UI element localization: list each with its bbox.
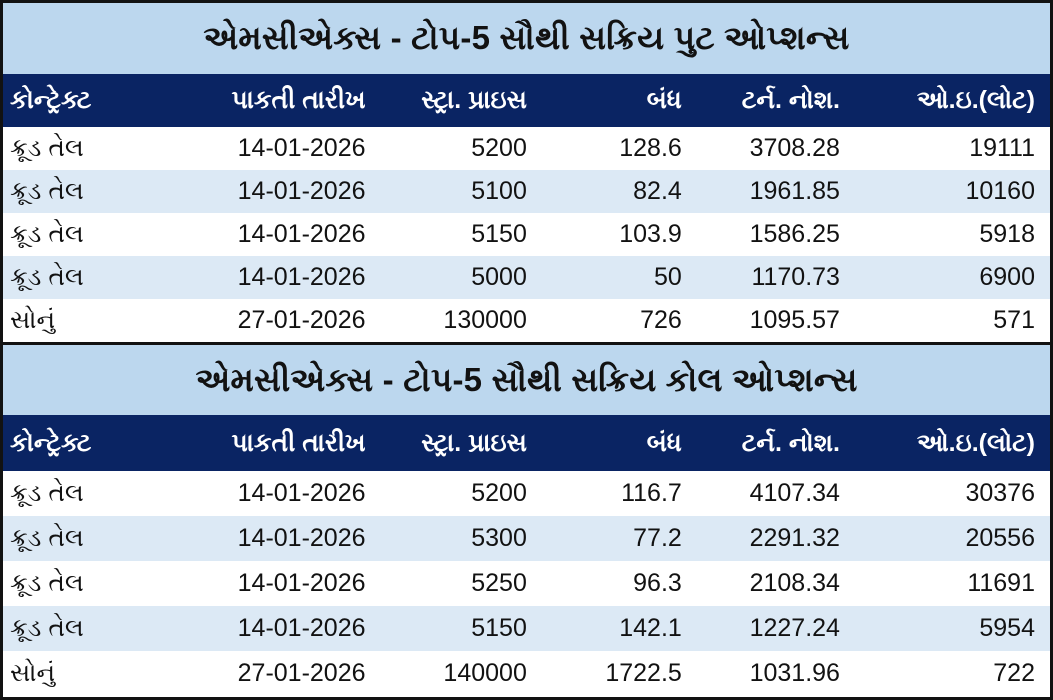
table-cell: 14-01-2026 [187, 127, 372, 170]
table-cell: 5954 [848, 606, 1050, 651]
table-cell: 5200 [371, 127, 535, 170]
put-options-title: એમસીએક્સ - ટોપ-5 સૌથી સક્રિય પુટ ઓપ્શન્સ [3, 3, 1050, 74]
table-row: ક્રૂડ તેલ 14-01-2026 5250 96.3 2108.34 11691 [3, 561, 1050, 606]
put-options-section: એમસીએક્સ - ટોપ-5 સૌથી સક્રિય પુટ ઓપ્શન્સ… [3, 3, 1050, 342]
column-header: સ્ટ્રા. પ્રાઇસ [371, 74, 535, 127]
table-cell: 14-01-2026 [187, 561, 372, 606]
table-cell: ક્રૂડ તેલ [3, 606, 188, 651]
call-options-table-body: ક્રૂડ તેલ 14-01-2026 5200 116.7 4107.34 30376… [3, 471, 1050, 696]
table-cell: 14-01-2026 [187, 170, 372, 213]
table-row: ક્રૂડ તેલ 14-01-2026 5150 142.1 1227.24 5954 [3, 606, 1050, 651]
table-cell: ક્રૂડ તેલ [3, 170, 188, 213]
table-cell: 103.9 [534, 213, 690, 256]
table-cell: ક્રૂડ તેલ [3, 471, 188, 516]
table-cell: 5918 [848, 213, 1050, 256]
table-cell: 14-01-2026 [187, 213, 372, 256]
table-cell: 1586.25 [689, 213, 849, 256]
table-cell: 96.3 [534, 561, 690, 606]
table-cell: 2108.34 [689, 561, 849, 606]
put-options-table-body: ક્રૂડ તેલ 14-01-2026 5200 128.6 3708.28 19111… [3, 127, 1050, 342]
table-cell: 50 [534, 256, 690, 299]
table-cell: 722 [848, 651, 1050, 696]
table-cell: 2291.32 [689, 516, 849, 561]
table-cell: 19111 [848, 127, 1050, 170]
table-row: ક્રૂડ તેલ 14-01-2026 5150 103.9 1586.25 5918 [3, 213, 1050, 256]
column-header: ઓ.ઇ.(લોટ) [848, 74, 1050, 127]
table-cell: 130000 [371, 299, 535, 342]
table-cell: 5300 [371, 516, 535, 561]
table-cell: સોનું [3, 299, 188, 342]
table-row: સોનું 27-01-2026 140000 1722.5 1031.96 722 [3, 651, 1050, 696]
table-row: ક્રૂડ તેલ 14-01-2026 5300 77.2 2291.32 20556 [3, 516, 1050, 561]
column-header: ટર્ન. નોશ. [689, 415, 849, 471]
table-cell: 1031.96 [689, 651, 849, 696]
table-cell: 5100 [371, 170, 535, 213]
table-cell: 14-01-2026 [187, 606, 372, 651]
column-header: સ્ટ્રા. પ્રાઇસ [371, 415, 535, 471]
table-cell: 142.1 [534, 606, 690, 651]
put-options-table-header: કોન્ટ્રેક્ટ પાકતી તારીખ સ્ટ્રા. પ્રાઇસ બંધ ટ… [3, 74, 1050, 127]
table-cell: 1170.73 [689, 256, 849, 299]
table-row: ક્રૂડ તેલ 14-01-2026 5000 50 1170.73 6900 [3, 256, 1050, 299]
table-cell: 5150 [371, 213, 535, 256]
table-cell: 5200 [371, 471, 535, 516]
call-options-title: એમસીએક્સ - ટોપ-5 સૌથી સક્રિય કોલ ઓપ્શન્સ [3, 345, 1050, 415]
table-cell: 11691 [848, 561, 1050, 606]
table-cell: 571 [848, 299, 1050, 342]
table-cell: 3708.28 [689, 127, 849, 170]
table-cell: 140000 [371, 651, 535, 696]
table-cell: 4107.34 [689, 471, 849, 516]
table-cell: 116.7 [534, 471, 690, 516]
table-cell: 6900 [848, 256, 1050, 299]
call-options-table-header: કોન્ટ્રેક્ટ પાકતી તારીખ સ્ટ્રા. પ્રાઇસ બંધ ટ… [3, 415, 1050, 471]
column-header: કોન્ટ્રેક્ટ [3, 74, 188, 127]
column-header: ટર્ન. નોશ. [689, 74, 849, 127]
table-cell: 14-01-2026 [187, 256, 372, 299]
column-header: બંધ [534, 74, 690, 127]
table-cell: ક્રૂડ તેલ [3, 127, 188, 170]
table-cell: 77.2 [534, 516, 690, 561]
table-cell: 1227.24 [689, 606, 849, 651]
table-row: ક્રૂડ તેલ 14-01-2026 5200 128.6 3708.28 19111 [3, 127, 1050, 170]
table-cell: 10160 [848, 170, 1050, 213]
table-row: સોનું 27-01-2026 130000 726 1095.57 571 [3, 299, 1050, 342]
table-cell: 20556 [848, 516, 1050, 561]
table-cell: ક્રૂડ તેલ [3, 256, 188, 299]
table-cell: 82.4 [534, 170, 690, 213]
column-header: કોન્ટ્રેક્ટ [3, 415, 188, 471]
table-cell: 726 [534, 299, 690, 342]
table-cell: ક્રૂડ તેલ [3, 561, 188, 606]
table-cell: 30376 [848, 471, 1050, 516]
table-cell: 1722.5 [534, 651, 690, 696]
table-cell: 14-01-2026 [187, 471, 372, 516]
table-cell: 5150 [371, 606, 535, 651]
table-cell: સોનું [3, 651, 188, 696]
table-cell: 5250 [371, 561, 535, 606]
table-cell: 27-01-2026 [187, 299, 372, 342]
call-options-table: કોન્ટ્રેક્ટ પાકતી તારીખ સ્ટ્રા. પ્રાઇસ બંધ ટ… [3, 415, 1050, 696]
table-row: ક્રૂડ તેલ 14-01-2026 5100 82.4 1961.85 10160 [3, 170, 1050, 213]
call-options-section: એમસીએક્સ - ટોપ-5 સૌથી સક્રિય કોલ ઓપ્શન્સ… [3, 342, 1050, 696]
column-header: પાકતી તારીખ [187, 74, 372, 127]
table-cell: 1961.85 [689, 170, 849, 213]
table-cell: 27-01-2026 [187, 651, 372, 696]
table-cell: 1095.57 [689, 299, 849, 342]
table-row: ક્રૂડ તેલ 14-01-2026 5200 116.7 4107.34 30376 [3, 471, 1050, 516]
table-cell: ક્રૂડ તેલ [3, 516, 188, 561]
column-header: બંધ [534, 415, 690, 471]
column-header: ઓ.ઇ.(લોટ) [848, 415, 1050, 471]
column-header: પાકતી તારીખ [187, 415, 372, 471]
table-cell: ક્રૂડ તેલ [3, 213, 188, 256]
table-cell: 128.6 [534, 127, 690, 170]
table-cell: 14-01-2026 [187, 516, 372, 561]
table-cell: 5000 [371, 256, 535, 299]
put-options-table: કોન્ટ્રેક્ટ પાકતી તારીખ સ્ટ્રા. પ્રાઇસ બંધ ટ… [3, 74, 1050, 342]
